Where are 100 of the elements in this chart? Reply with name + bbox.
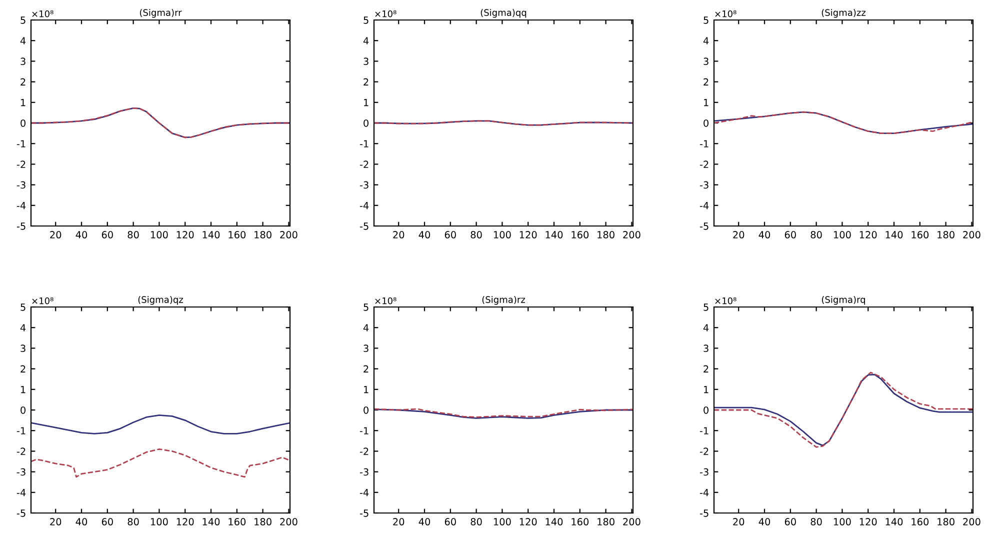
- x-tick-label: 100: [150, 518, 168, 526]
- y-tick-label: 1: [704, 386, 708, 394]
- y-tick-label: 4: [363, 37, 369, 44]
- y-tick-label: 0: [20, 406, 26, 414]
- y-tick-label: -2: [360, 448, 368, 455]
- y-tick-label: -3: [360, 181, 368, 189]
- y-tick-label: -5: [700, 510, 708, 517]
- y-tick-label: 5: [364, 16, 368, 24]
- x-tick-label: 40: [758, 231, 770, 238]
- y-tick-label: 5: [704, 304, 708, 311]
- y-tick-label: 0: [20, 119, 26, 127]
- y-tick-label: 2: [364, 365, 368, 372]
- x-tick-label: 60: [444, 231, 456, 238]
- y-tick-label: 1: [364, 386, 368, 394]
- x-tick-label: 80: [810, 518, 822, 526]
- x-tick-label: 20: [393, 518, 404, 526]
- y-tick-label: 2: [20, 78, 26, 86]
- x-tick-label: 140: [202, 231, 220, 238]
- x-tick-label: 160: [912, 231, 929, 238]
- line-series: [31, 107, 290, 138]
- x-tick-label: 160: [572, 231, 589, 238]
- y-tick-label: -1: [16, 427, 26, 434]
- x-tick-label: 100: [834, 518, 851, 526]
- x-tick-label: 120: [520, 518, 537, 526]
- y-tick-label: 1: [704, 99, 708, 106]
- x-tick-label: 60: [444, 518, 456, 526]
- chart-title: (Sigma)rz: [482, 296, 526, 305]
- y-tick-label: 3: [364, 58, 368, 66]
- x-tick-label: 140: [886, 231, 903, 238]
- x-tick-label: 60: [102, 231, 113, 238]
- y-tick-label: -5: [700, 222, 708, 230]
- x-tick-label: 100: [834, 231, 851, 238]
- y-tick-label: -2: [360, 160, 368, 168]
- x-tick-label: 140: [546, 231, 563, 238]
- y-tick-label: 3: [364, 344, 368, 352]
- y-tick-label: 1: [21, 99, 26, 106]
- x-tick-label: 180: [598, 231, 614, 238]
- x-tick-label: 200: [623, 518, 640, 526]
- y-tick-label: -3: [700, 468, 708, 476]
- x-tick-label: 180: [938, 231, 954, 238]
- y-tick-label: -3: [16, 468, 26, 476]
- x-tick-label: 20: [733, 231, 744, 238]
- y-tick-label: 4: [20, 37, 26, 44]
- text: ×10⁸: [715, 297, 736, 304]
- x-tick-label: 20: [50, 231, 62, 238]
- y-tick-label: -4: [360, 489, 369, 496]
- y-tick-label: 1: [21, 386, 26, 394]
- y-tick-label: 0: [704, 119, 708, 127]
- x-tick-label: 40: [418, 231, 430, 238]
- x-tick-label: 80: [470, 518, 482, 526]
- text: ×10⁸: [715, 10, 736, 18]
- x-tick-label: 100: [150, 231, 168, 238]
- chart-title: (Sigma)rr: [140, 8, 182, 18]
- x-tick-label: 120: [860, 231, 877, 238]
- y-tick-label: 2: [704, 365, 708, 372]
- x-tick-label: 80: [810, 231, 822, 238]
- chart-title: (Sigma)rq: [822, 296, 865, 305]
- y-tick-label: 3: [704, 344, 708, 352]
- x-tick-label: 20: [393, 231, 404, 238]
- y-tick-label: 4: [20, 324, 26, 332]
- y-tick-label: 5: [704, 16, 708, 24]
- x-tick-label: 200: [963, 231, 980, 238]
- y-tick-label: 5: [364, 304, 368, 311]
- y-tick-label: 3: [20, 58, 26, 66]
- x-tick-label: 120: [520, 231, 537, 238]
- y-tick-label: -4: [700, 202, 709, 210]
- line-series: [714, 111, 973, 134]
- y-tick-label: -5: [360, 222, 368, 230]
- y-tick-label: 2: [364, 78, 368, 86]
- x-tick-label: 60: [784, 518, 796, 526]
- y-tick-label: -4: [700, 489, 709, 496]
- y-tick-label: -1: [700, 140, 708, 148]
- y-tick-label: -1: [700, 427, 708, 434]
- x-tick-label: 120: [860, 518, 877, 526]
- chart-title: (Sigma)qq: [480, 8, 526, 18]
- line-series: [31, 448, 290, 478]
- x-tick-label: 200: [963, 518, 980, 526]
- x-tick-label: 40: [418, 518, 430, 526]
- x-tick-label: 60: [784, 231, 796, 238]
- x-tick-label: 180: [938, 518, 954, 526]
- y-tick-label: 2: [20, 365, 26, 372]
- text: ×10⁸: [32, 297, 54, 304]
- chart-title: (Sigma)zz: [822, 8, 866, 18]
- y-tick-label: 2: [704, 78, 708, 86]
- x-tick-label: 200: [280, 231, 298, 238]
- x-tick-label: 80: [128, 518, 139, 526]
- x-tick-label: 160: [228, 518, 246, 526]
- y-tick-label: 4: [703, 37, 709, 44]
- y-tick-label: 5: [20, 304, 26, 311]
- y-tick-label: -4: [16, 202, 26, 210]
- y-tick-label: -5: [16, 222, 26, 230]
- x-tick-label: 160: [572, 518, 589, 526]
- x-tick-label: 200: [280, 518, 298, 526]
- x-tick-label: 120: [176, 231, 194, 238]
- y-tick-label: -1: [360, 427, 368, 434]
- x-tick-label: 140: [546, 518, 563, 526]
- y-tick-label: -3: [700, 181, 708, 189]
- x-tick-label: 180: [254, 518, 272, 526]
- x-tick-label: 100: [494, 231, 511, 238]
- x-tick-label: 40: [758, 518, 770, 526]
